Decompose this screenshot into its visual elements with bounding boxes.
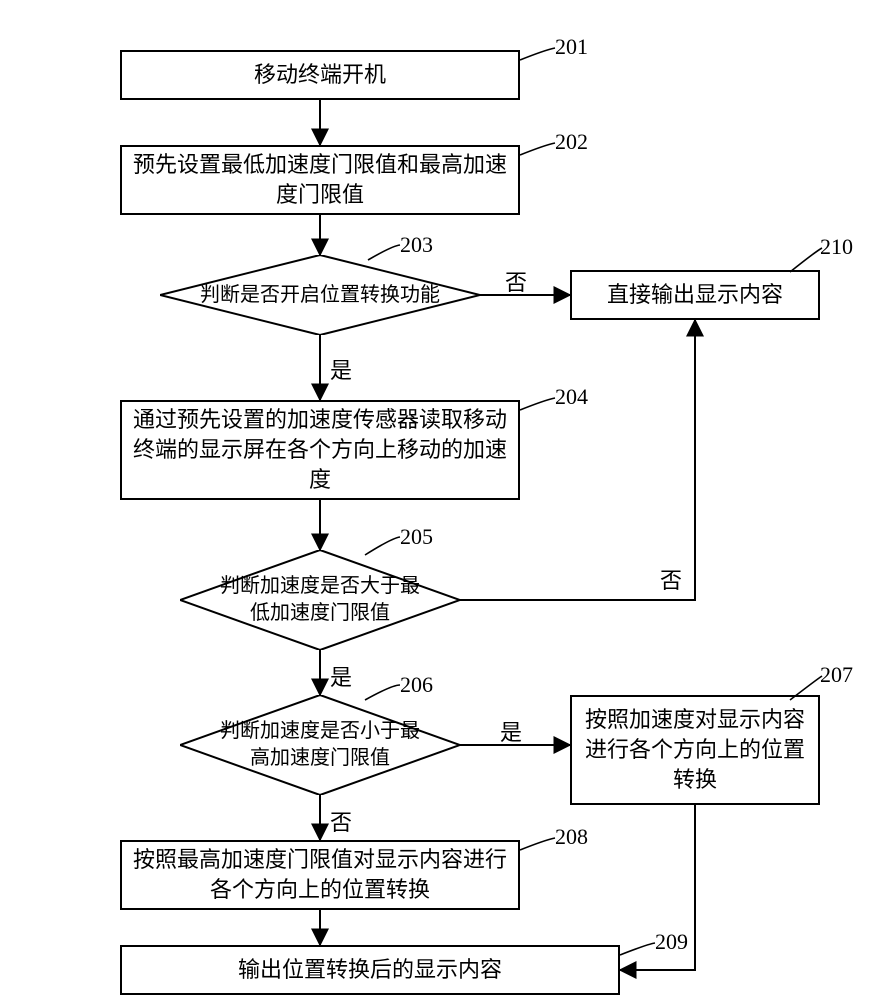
ref-203: 203 (400, 232, 433, 258)
node-201-text: 移动终端开机 (254, 60, 386, 90)
node-207-text: 按照加速度对显示内容进行各个方向上的位置转换 (580, 705, 810, 794)
node-208-text: 按照最高加速度门限值对显示内容进行各个方向上的位置转换 (130, 845, 510, 904)
node-203-text: 判断是否开启位置转换功能 (200, 282, 440, 309)
label-205-yes: 是 (330, 660, 352, 692)
label-203-no: 否 (505, 265, 527, 297)
node-201: 移动终端开机 (120, 50, 520, 100)
node-206-text: 判断加速度是否小于最高加速度门限值 (220, 718, 420, 772)
node-206: 判断加速度是否小于最高加速度门限值 (180, 695, 460, 795)
label-203-yes: 是 (330, 353, 352, 385)
ref-208: 208 (555, 824, 588, 850)
node-205-text: 判断加速度是否大于最低加速度门限值 (220, 573, 420, 627)
ref-209: 209 (655, 929, 688, 955)
ref-205: 205 (400, 524, 433, 550)
node-203: 判断是否开启位置转换功能 (160, 255, 480, 335)
ref-210: 210 (820, 234, 853, 260)
ref-206: 206 (400, 672, 433, 698)
node-204-text: 通过预先设置的加速度传感器读取移动终端的显示屏在各个方向上移动的加速度 (130, 405, 510, 494)
node-208: 按照最高加速度门限值对显示内容进行各个方向上的位置转换 (120, 840, 520, 910)
node-207: 按照加速度对显示内容进行各个方向上的位置转换 (570, 695, 820, 805)
label-205-no: 否 (660, 563, 682, 595)
ref-201: 201 (555, 34, 588, 60)
ref-202: 202 (555, 129, 588, 155)
node-202-text: 预先设置最低加速度门限值和最高加速度门限值 (130, 150, 510, 209)
node-209-text: 输出位置转换后的显示内容 (238, 955, 502, 985)
node-209: 输出位置转换后的显示内容 (120, 945, 620, 995)
node-210: 直接输出显示内容 (570, 270, 820, 320)
node-205: 判断加速度是否大于最低加速度门限值 (180, 550, 460, 650)
flowchart-canvas: 移动终端开机 预先设置最低加速度门限值和最高加速度门限值 直接输出显示内容 通过… (0, 0, 875, 1000)
label-206-yes: 是 (500, 715, 522, 747)
node-204: 通过预先设置的加速度传感器读取移动终端的显示屏在各个方向上移动的加速度 (120, 400, 520, 500)
label-206-no: 否 (330, 805, 352, 837)
node-202: 预先设置最低加速度门限值和最高加速度门限值 (120, 145, 520, 215)
node-210-text: 直接输出显示内容 (607, 280, 783, 310)
ref-204: 204 (555, 384, 588, 410)
ref-207: 207 (820, 662, 853, 688)
